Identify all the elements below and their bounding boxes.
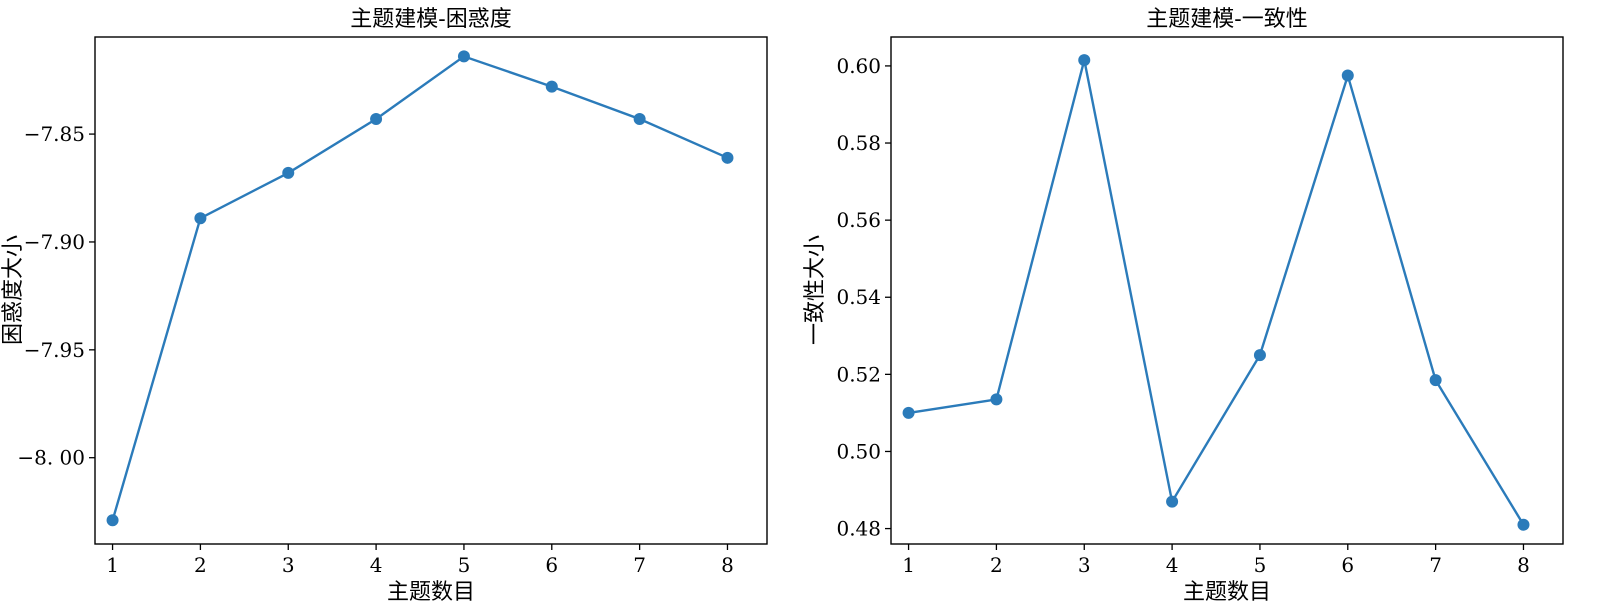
plot-frame	[890, 36, 1564, 545]
x-tick-label: 4	[1166, 553, 1179, 577]
series	[106, 50, 734, 527]
y-tick-label: −7.90	[24, 230, 85, 254]
x-tick-label: 2	[990, 553, 1003, 577]
data-point	[721, 151, 734, 164]
data-point	[1253, 349, 1266, 362]
x-tick-label: 5	[458, 553, 471, 577]
series-line	[111, 55, 728, 521]
series	[902, 54, 1530, 531]
data-point	[633, 112, 646, 125]
data-point	[457, 50, 470, 63]
y-tick-label: −7.85	[24, 122, 85, 146]
x-tick-label: 8	[721, 553, 734, 577]
data-point	[106, 514, 119, 527]
y-tick-label: 0.56	[836, 208, 881, 232]
x-tick-label: 6	[545, 553, 558, 577]
y-tick-label: 0.54	[836, 285, 881, 309]
x-axis-label: 主题数目	[387, 580, 475, 605]
y-tick-label: 0.60	[836, 54, 881, 78]
x-tick-label: 7	[1429, 553, 1442, 577]
y-axis: 0.60 0.58 0.56 0.54 0.52 0.50 0.48	[836, 54, 891, 541]
data-point	[1078, 54, 1091, 67]
data-point	[1429, 374, 1442, 387]
chart-title: 主题建模-困惑度	[350, 7, 511, 32]
x-tick-label: 3	[282, 553, 295, 577]
x-tick-label: 3	[1078, 553, 1091, 577]
y-tick-label: 0.52	[836, 362, 881, 386]
x-tick-label: 2	[194, 553, 207, 577]
x-tick-label: 5	[1254, 553, 1267, 577]
data-point	[990, 393, 1003, 406]
x-axis: 1 2 3 4 5 6 7 8	[902, 544, 1530, 577]
x-tick-label: 1	[106, 553, 119, 577]
y-tick-label: 0.58	[836, 131, 881, 155]
x-tick-label: 7	[633, 553, 646, 577]
data-point	[1341, 69, 1354, 82]
x-axis-label: 主题数目	[1183, 580, 1271, 605]
chart-title: 主题建模-一致性	[1146, 7, 1307, 32]
x-tick-label: 8	[1517, 553, 1530, 577]
y-tick-label: 0.48	[836, 517, 881, 541]
y-axis-label: 困惑度大小	[1, 235, 26, 345]
y-axis: −7.85 −7.90 −7.95 −8. 00	[17, 122, 95, 470]
data-point	[1166, 495, 1179, 508]
y-tick-label: −7.95	[24, 338, 85, 362]
data-point	[282, 166, 295, 179]
x-tick-label: 1	[902, 553, 915, 577]
data-point	[370, 112, 383, 125]
data-point	[545, 80, 558, 93]
data-point	[1517, 518, 1530, 531]
y-tick-label: 0.50	[836, 439, 881, 463]
y-axis-label: 一致性大小	[803, 235, 828, 345]
data-point	[194, 212, 207, 225]
x-axis: 1 2 3 4 5 6 7 8	[106, 544, 734, 577]
coherence-chart: 主题建模-一致性 0.60 0.58 0.56 0.54 0.52 0.50 0.48 1 2…	[803, 7, 1564, 605]
x-tick-label: 4	[370, 553, 383, 577]
plot-frame	[94, 36, 768, 545]
y-tick-label: −8. 00	[17, 446, 85, 470]
series-line	[908, 59, 1525, 526]
x-tick-label: 6	[1341, 553, 1354, 577]
data-point	[902, 406, 915, 419]
